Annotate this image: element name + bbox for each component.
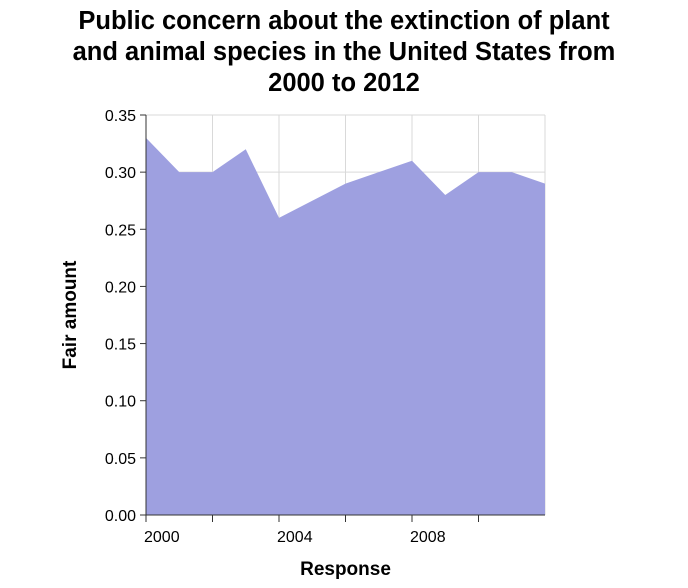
tick-labels: 0.00 0.05 0.10 0.15 0.20 0.25 0.30 0.35 2000 2004… <box>105 108 446 546</box>
chart-title-line-1: Public concern about the extinction of p… <box>78 7 610 35</box>
y-tick-label: 0.15 <box>105 337 136 354</box>
y-tick-label: 0.05 <box>105 451 136 468</box>
y-tick-label: 0.25 <box>105 222 136 239</box>
y-tick-label: 0.00 <box>105 508 136 525</box>
axes <box>140 114 545 522</box>
y-axis-title: Fair amount <box>60 260 81 369</box>
chart-title-line-3: 2000 to 2012 <box>268 69 420 97</box>
area-series <box>145 137 546 515</box>
chart-title-line-2: and animal species in the United States … <box>72 38 616 66</box>
y-tick-label: 0.35 <box>105 108 136 125</box>
y-tick-label: 0.10 <box>105 394 136 411</box>
x-tick-label: 2004 <box>277 529 313 546</box>
y-tick-label: 0.30 <box>105 165 136 182</box>
y-tick-label: 0.20 <box>105 279 136 296</box>
area-fill <box>146 137 545 515</box>
x-tick-label: 2000 <box>144 529 180 546</box>
x-axis-title: Response <box>300 559 391 580</box>
x-tick-label: 2008 <box>410 529 446 546</box>
chart-title: Public concern about the extinction of p… <box>0 6 688 99</box>
